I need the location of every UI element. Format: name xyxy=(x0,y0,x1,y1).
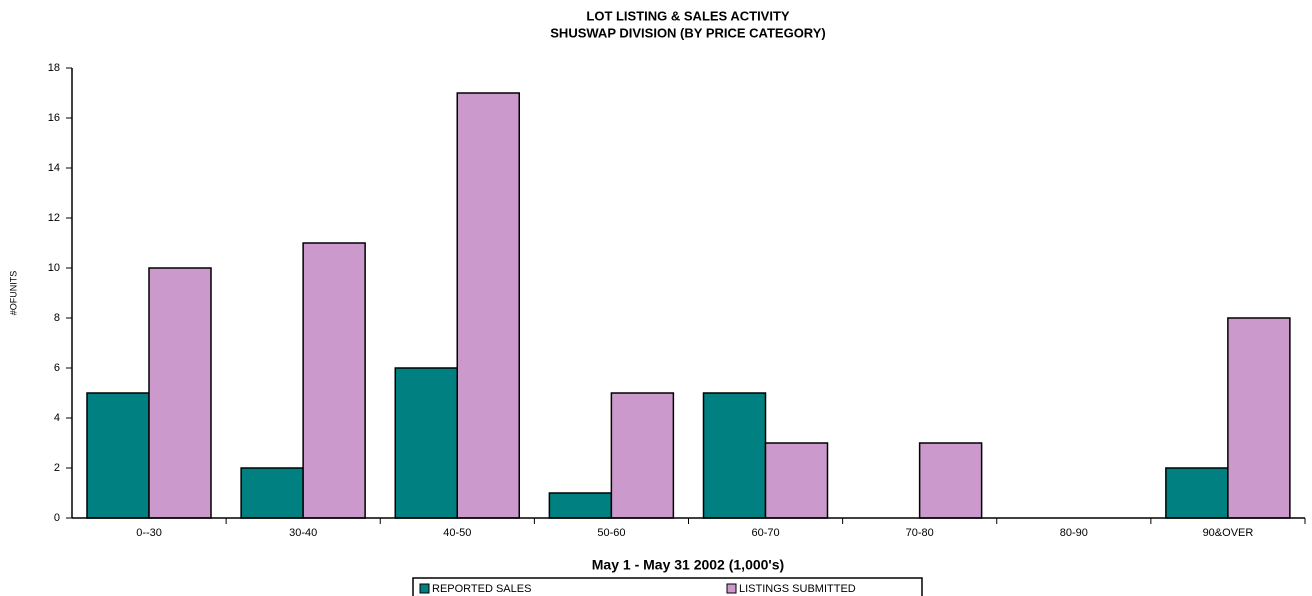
y-tick-label: 12 xyxy=(48,212,60,224)
chart-title: LOT LISTING & SALES ACTIVITY xyxy=(586,8,790,23)
x-tick-label: 0--30 xyxy=(136,527,162,539)
x-tick-label: 50-60 xyxy=(597,527,625,539)
bar xyxy=(1227,317,1291,519)
legend-label: REPORTED SALES xyxy=(432,583,531,595)
y-tick-label: 10 xyxy=(48,262,60,274)
y-tick-label: 8 xyxy=(54,312,60,324)
y-tick-label: 14 xyxy=(48,162,60,174)
y-axis-label: #OFUNITS xyxy=(8,271,18,316)
bar xyxy=(918,442,983,519)
y-tick-label: 4 xyxy=(54,412,60,424)
y-tick-label: 6 xyxy=(54,362,60,374)
bar xyxy=(1165,467,1229,519)
legend-label: LISTINGS SUBMITTED xyxy=(739,583,856,595)
x-axis-label: May 1 - May 31 2002 (1,000's) xyxy=(592,557,784,573)
x-tick-label: 90&OVER xyxy=(1203,527,1254,539)
x-tick-label: 30-40 xyxy=(289,527,317,539)
legend-box xyxy=(412,577,923,596)
x-tick-label: 70-80 xyxy=(906,527,934,539)
y-tick-label: 18 xyxy=(48,62,60,74)
bar xyxy=(702,392,767,519)
bar xyxy=(148,267,212,519)
bar xyxy=(302,242,366,519)
x-tick-label: 80-90 xyxy=(1060,527,1088,539)
bar xyxy=(610,392,675,519)
legend-swatch xyxy=(419,583,430,594)
y-tick-label: 0 xyxy=(54,512,60,524)
y-tick-label: 16 xyxy=(48,112,60,124)
legend-swatch xyxy=(726,583,737,594)
bar xyxy=(456,92,520,519)
chart-subtitle: SHUSWAP DIVISION (BY PRICE CATEGORY) xyxy=(550,25,825,40)
x-tick-label: 40-50 xyxy=(443,527,471,539)
bar xyxy=(764,442,829,519)
y-tick-label: 2 xyxy=(54,462,60,474)
bar xyxy=(394,367,458,519)
bar xyxy=(548,492,613,519)
x-tick-label: 60-70 xyxy=(751,527,779,539)
bar xyxy=(240,467,304,519)
bar xyxy=(86,392,150,519)
